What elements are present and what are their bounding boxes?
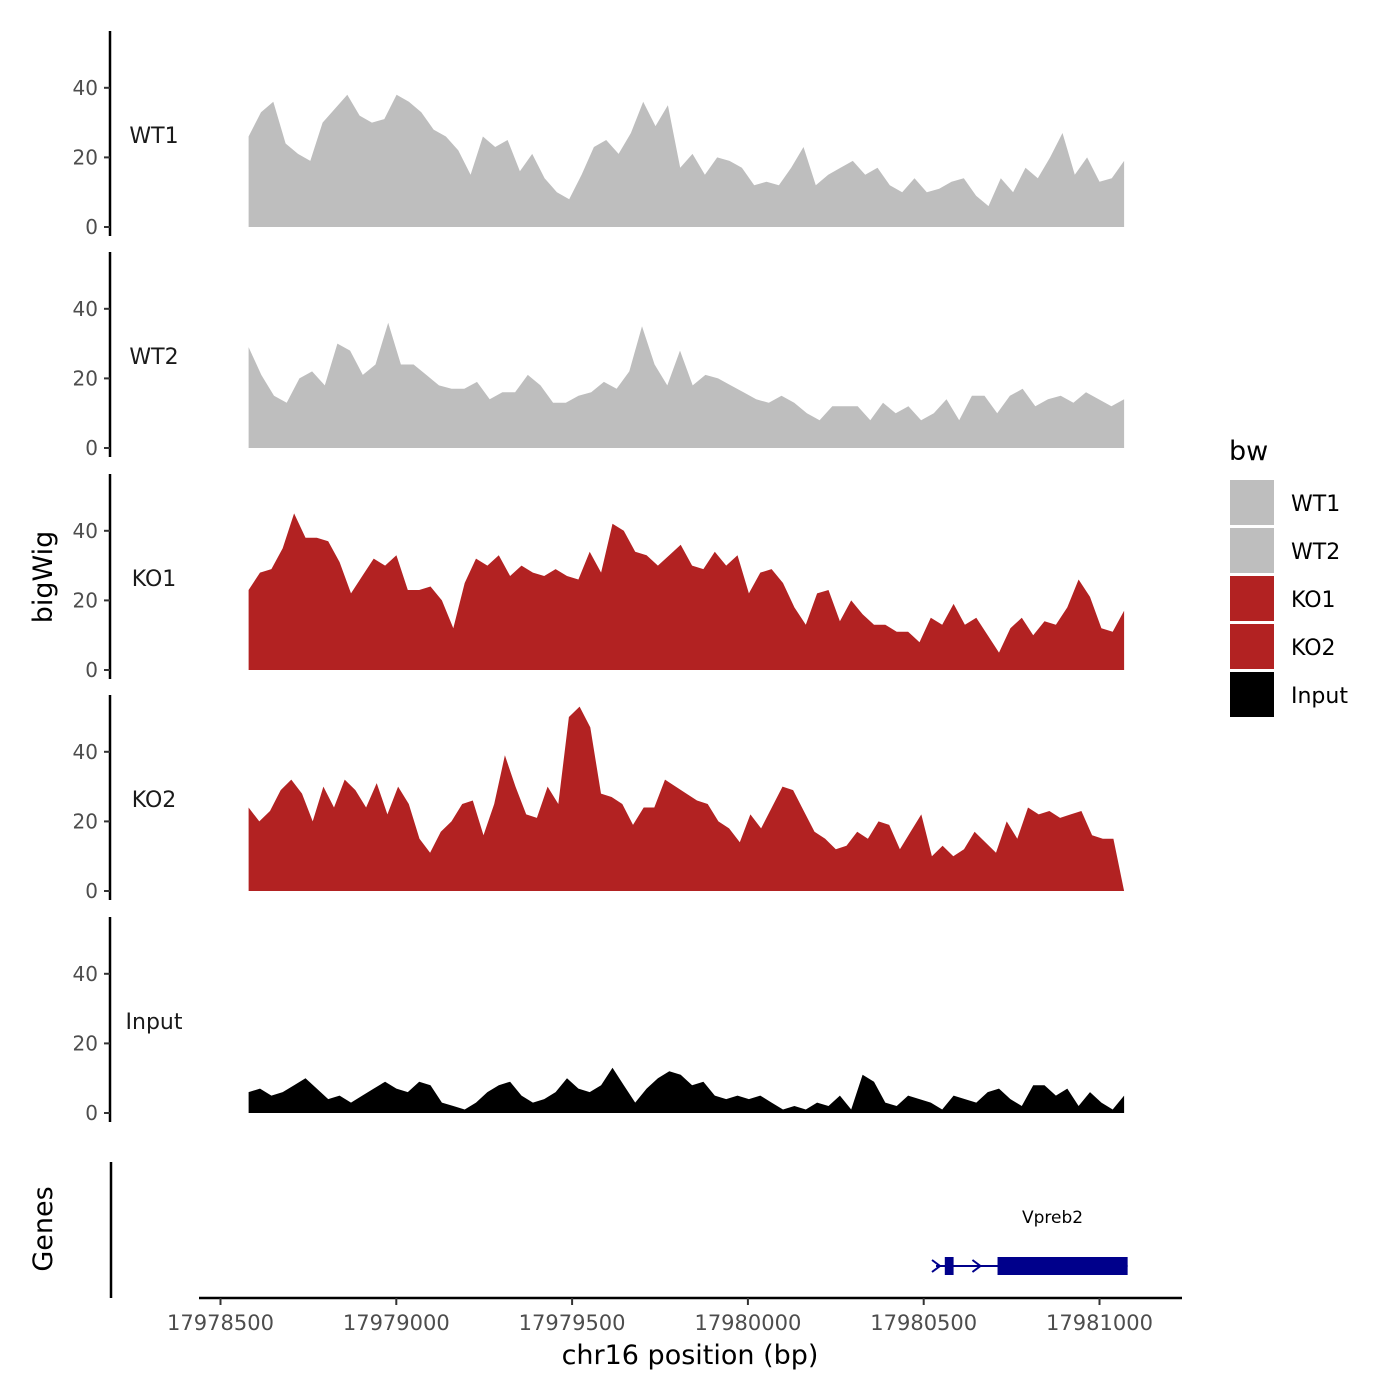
strand-arrow — [931, 1259, 942, 1273]
x-tick-label: 17980000 — [694, 1311, 801, 1335]
y-tick-label: 20 — [73, 809, 98, 833]
gene-label: Vpreb2 — [1022, 1208, 1083, 1228]
panel-wt2: 0 20 40 WT2 — [73, 252, 1125, 460]
legend-entry-ko2: KO2 — [1230, 624, 1336, 669]
genes-track: Genes Vpreb2 — [28, 1162, 1128, 1298]
bigwig-panels: 0 20 40 WT1 0 20 40 WT2 0 20 40 KO1 0 20 40 KO2 0 20 40 Inp… — [73, 31, 1125, 1125]
area-ko2 — [248, 706, 1125, 891]
panel-ko2: 0 20 40 KO2 — [73, 695, 1125, 903]
area-wt1 — [248, 94, 1125, 227]
x-tick-label: 17980500 — [870, 1311, 977, 1335]
legend-swatch — [1230, 528, 1274, 573]
legend-label: WT2 — [1291, 540, 1340, 565]
panel-input: 0 20 40 Input — [73, 917, 1125, 1125]
area-ko1 — [248, 513, 1125, 670]
y-tick-label: 40 — [73, 962, 98, 986]
panel-label-ko2: KO2 — [132, 788, 177, 813]
y-tick-label: 0 — [85, 658, 98, 682]
panel-label-input: Input — [126, 1010, 183, 1035]
legend-label: KO2 — [1291, 636, 1336, 661]
legend-entry-wt2: WT2 — [1230, 528, 1340, 573]
legend-label: KO1 — [1291, 588, 1336, 613]
y-tick-label: 20 — [73, 1031, 98, 1055]
y-axis-title: bigWig — [28, 531, 59, 624]
panel-label-ko1: KO1 — [132, 567, 177, 592]
y-tick-label: 0 — [85, 436, 98, 460]
x-tick-label: 17978500 — [167, 1311, 274, 1335]
legend-title: bw — [1229, 436, 1268, 467]
legend-swatch — [1230, 576, 1274, 621]
y-tick-label: 0 — [85, 879, 98, 903]
legend-label: Input — [1291, 684, 1348, 709]
legend-swatch — [1230, 480, 1274, 525]
legend-entry-ko1: KO1 — [1230, 576, 1336, 621]
gene-exon — [944, 1257, 954, 1275]
strand-arrow — [971, 1259, 983, 1273]
y-tick-label: 0 — [85, 1101, 98, 1125]
legend-entry-wt1: WT1 — [1230, 480, 1340, 525]
y-tick-label: 40 — [73, 519, 98, 543]
gene-models: Vpreb2 — [931, 1208, 1128, 1275]
gene-vpreb2: Vpreb2 — [931, 1208, 1128, 1275]
legend: bw WT1 WT2 KO1 KO2 Input — [1229, 436, 1348, 717]
area-wt2 — [248, 322, 1125, 448]
gene-exon — [997, 1257, 1128, 1275]
panel-label-wt1: WT1 — [129, 124, 178, 149]
genes-track-title: Genes — [28, 1186, 59, 1271]
y-tick-label: 0 — [85, 215, 98, 239]
y-tick-label: 20 — [73, 366, 98, 390]
y-tick-label: 40 — [73, 76, 98, 100]
legend-swatch — [1230, 624, 1274, 669]
legend-entries: WT1 WT2 KO1 KO2 Input — [1230, 480, 1348, 717]
x-axis-title: chr16 position (bp) — [562, 1340, 819, 1371]
x-axis: 17978500 17979000 17979500 17980000 17980500… — [167, 1296, 1182, 1371]
legend-label: WT1 — [1291, 492, 1340, 517]
legend-entry-input: Input — [1230, 672, 1348, 717]
x-tick-label: 17979000 — [343, 1311, 450, 1335]
panel-ko1: 0 20 40 KO1 — [73, 474, 1125, 682]
legend-swatch — [1230, 672, 1274, 717]
y-tick-label: 20 — [73, 588, 98, 612]
area-input — [248, 1067, 1125, 1113]
panel-label-wt2: WT2 — [129, 345, 178, 370]
x-axis-ticks: 17978500 17979000 17979500 17980000 17980500… — [167, 1298, 1153, 1335]
y-tick-label: 40 — [73, 740, 98, 764]
x-tick-label: 17979500 — [519, 1311, 626, 1335]
x-tick-label: 17981000 — [1046, 1311, 1153, 1335]
panel-wt1: 0 20 40 WT1 — [73, 31, 1125, 239]
y-tick-label: 20 — [73, 145, 98, 169]
y-tick-label: 40 — [73, 297, 98, 321]
